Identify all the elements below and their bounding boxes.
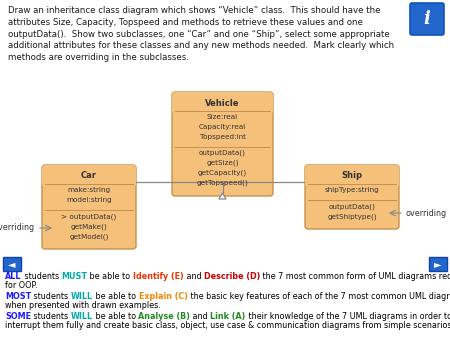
Text: MUST: MUST — [61, 272, 87, 281]
Text: Identify (E): Identify (E) — [133, 272, 184, 281]
FancyBboxPatch shape — [305, 165, 399, 187]
Text: Describe (D): Describe (D) — [203, 272, 260, 281]
Text: and: and — [184, 272, 203, 281]
Text: interrupt them fully and create basic class, object, use case & communication di: interrupt them fully and create basic cl… — [5, 321, 450, 331]
Text: Link (A): Link (A) — [211, 312, 246, 321]
Text: ALL: ALL — [5, 272, 22, 281]
Text: getMake(): getMake() — [71, 223, 108, 230]
Text: Ship: Ship — [342, 171, 363, 180]
Text: getSize(): getSize() — [206, 160, 239, 167]
Text: ◄: ◄ — [8, 259, 16, 269]
FancyBboxPatch shape — [42, 165, 136, 249]
FancyBboxPatch shape — [3, 257, 21, 271]
Text: Draw an inheritance class diagram which shows “Vehicle” class.  This should have: Draw an inheritance class diagram which … — [8, 6, 394, 62]
Text: be able to: be able to — [93, 292, 139, 301]
Text: Car: Car — [81, 171, 97, 180]
Polygon shape — [219, 193, 226, 199]
Text: Size:real: Size:real — [207, 114, 238, 120]
FancyBboxPatch shape — [172, 92, 273, 114]
Text: getShiptype(): getShiptype() — [327, 213, 377, 219]
Text: outputData(): outputData() — [199, 150, 246, 156]
Text: outputData(): outputData() — [328, 203, 375, 210]
Text: for OOP.: for OOP. — [5, 282, 37, 290]
Text: the 7 most common form of UML diagrams required: the 7 most common form of UML diagrams r… — [260, 272, 450, 281]
Text: ►: ► — [434, 259, 442, 269]
Text: Capacity:real: Capacity:real — [199, 124, 246, 130]
Text: Explain (C): Explain (C) — [139, 292, 188, 301]
Text: overriding: overriding — [0, 223, 35, 233]
Text: Analyse (B): Analyse (B) — [139, 312, 190, 321]
Text: model:string: model:string — [66, 197, 112, 203]
Text: be able to: be able to — [93, 312, 139, 321]
Text: getTopspeed(): getTopspeed() — [197, 180, 248, 187]
Text: SOME: SOME — [5, 312, 31, 321]
Text: getCapacity(): getCapacity() — [198, 170, 247, 176]
Text: make:string: make:string — [68, 187, 111, 193]
FancyBboxPatch shape — [410, 3, 444, 35]
Text: getModel(): getModel() — [69, 233, 109, 240]
Text: > outputData(): > outputData() — [61, 213, 117, 219]
Text: Vehicle: Vehicle — [205, 98, 240, 107]
Text: WILL: WILL — [71, 292, 93, 301]
Text: overriding: overriding — [406, 209, 447, 217]
FancyBboxPatch shape — [429, 257, 447, 271]
Text: and: and — [190, 312, 211, 321]
Text: Topspeed:int: Topspeed:int — [199, 134, 246, 140]
Text: i: i — [423, 10, 431, 28]
FancyBboxPatch shape — [305, 165, 399, 229]
Text: their knowledge of the 7 UML diagrams in order to: their knowledge of the 7 UML diagrams in… — [246, 312, 450, 321]
Text: the basic key features of each of the 7 most common UML diagrams: the basic key features of each of the 7 … — [188, 292, 450, 301]
Text: students: students — [22, 272, 61, 281]
FancyBboxPatch shape — [172, 92, 273, 196]
Text: shipType:string: shipType:string — [324, 187, 379, 193]
Text: MOST: MOST — [5, 292, 31, 301]
Text: students: students — [31, 312, 71, 321]
Text: students: students — [31, 292, 71, 301]
Text: when presented with drawn examples.: when presented with drawn examples. — [5, 301, 161, 311]
Text: WILL: WILL — [71, 312, 93, 321]
Text: be able to: be able to — [87, 272, 133, 281]
FancyBboxPatch shape — [42, 165, 136, 187]
